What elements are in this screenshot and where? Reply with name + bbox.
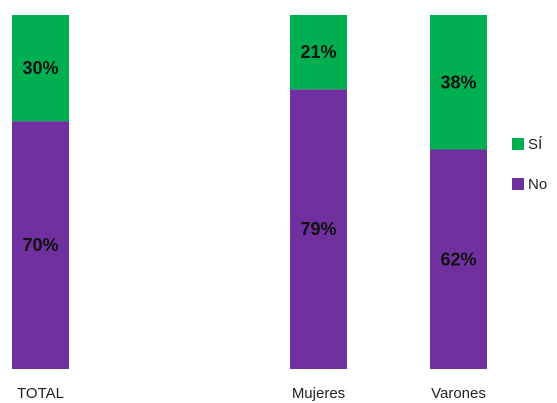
bar-segment-total-no [12, 121, 69, 369]
category-label-mujeres: Mujeres [292, 385, 345, 402]
bar-segment-varones-no [430, 149, 487, 369]
data-label-varones-si: 38% [440, 72, 476, 92]
legend-swatch-no [512, 178, 524, 190]
bar-segment-varones-si [430, 15, 487, 150]
bar-segment-total-si [12, 15, 69, 122]
data-label-mujeres-si: 21% [300, 42, 336, 62]
data-label-mujeres-no: 79% [300, 219, 336, 239]
legend-label-no: No [528, 176, 547, 193]
category-labels: TOTAL Mujeres Varones [17, 385, 486, 402]
legend: SÍ No [512, 136, 547, 193]
category-label-varones: Varones [431, 385, 486, 402]
data-label-varones-no: 62% [440, 249, 476, 269]
category-label-total: TOTAL [17, 385, 64, 402]
data-label-total-si: 30% [22, 58, 58, 78]
legend-label-si: SÍ [528, 136, 543, 153]
bar-segment-mujeres-no [290, 89, 347, 369]
legend-swatch-si [512, 138, 524, 150]
data-label-total-no: 70% [22, 235, 58, 255]
bars-group: 70% 30% 79% 21% 62% 38% [12, 15, 487, 369]
bar-segment-mujeres-si [290, 15, 347, 90]
